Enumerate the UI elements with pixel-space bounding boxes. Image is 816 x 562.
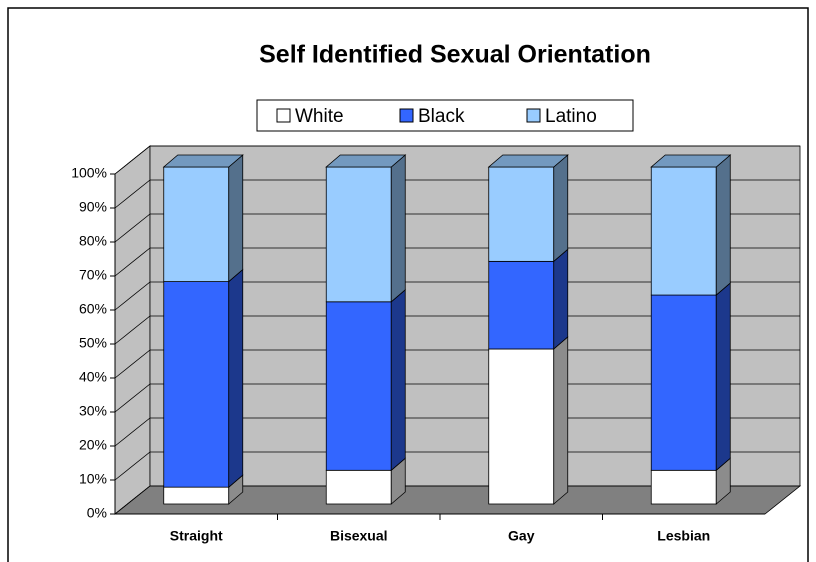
- grid-line: [114, 145, 800, 175]
- grid-line: [114, 247, 800, 277]
- bar-side: [715, 154, 731, 296]
- bar-side: [228, 154, 244, 283]
- bar-segment: [488, 166, 555, 262]
- y-tick-label: 0%: [87, 505, 107, 521]
- y-tick-label: 20%: [79, 437, 107, 453]
- grid-line: [114, 213, 800, 243]
- bar-side: [390, 154, 406, 303]
- y-tick-label: 60%: [79, 301, 107, 317]
- x-tick-label: Lesbian: [657, 528, 710, 544]
- bar-segment: [325, 301, 392, 471]
- y-tick-label: 80%: [79, 233, 107, 249]
- bar-side: [553, 336, 569, 505]
- x-tick-label: Gay: [508, 528, 535, 544]
- grid-line: [114, 349, 800, 379]
- bar-segment: [650, 166, 717, 296]
- grid-line: [114, 451, 800, 481]
- chart-frame: [7, 7, 809, 562]
- bar-top: [650, 154, 732, 168]
- y-tick-label: 40%: [79, 369, 107, 385]
- y-tick-label: 50%: [79, 335, 107, 351]
- bar-side: [228, 268, 244, 489]
- bar-side: [390, 288, 406, 472]
- chart-title: Self Identified Sexual Orientation: [259, 41, 651, 69]
- y-tick-label: 10%: [79, 471, 107, 487]
- bar-side: [553, 154, 569, 263]
- legend-box: [256, 99, 634, 132]
- y-tick-label: 100%: [71, 165, 107, 181]
- grid-line: [114, 179, 800, 209]
- bar-side: [715, 282, 731, 472]
- y-tick-label: 90%: [79, 199, 107, 215]
- bar-segment: [650, 294, 717, 471]
- bar-segment: [650, 469, 717, 505]
- x-tick-label: Straight: [170, 528, 223, 544]
- legend-swatch: [276, 108, 291, 123]
- legend-swatch: [526, 108, 541, 123]
- grid-line: [114, 417, 800, 447]
- y-tick-label: 30%: [79, 403, 107, 419]
- bar-segment: [163, 166, 230, 282]
- grid-line: [114, 281, 800, 311]
- x-tick-label: Bisexual: [330, 528, 388, 544]
- bar-segment: [163, 281, 230, 488]
- grid-line: [114, 315, 800, 345]
- bar-top: [325, 154, 407, 168]
- bar-segment: [325, 469, 392, 505]
- grid-line: [114, 383, 800, 413]
- bar-top: [487, 154, 569, 168]
- grid-line: [114, 485, 800, 515]
- bar-segment: [488, 348, 555, 505]
- bar-segment: [163, 486, 230, 505]
- bar-side: [553, 248, 569, 350]
- bar-segment: [325, 166, 392, 303]
- legend-swatch: [399, 108, 414, 123]
- legend-label: White: [295, 106, 344, 127]
- y-tick-label: 70%: [79, 267, 107, 283]
- legend-label: Black: [418, 106, 465, 127]
- legend-label: Latino: [545, 106, 597, 127]
- bar-top: [162, 154, 244, 168]
- bar-segment: [488, 260, 555, 350]
